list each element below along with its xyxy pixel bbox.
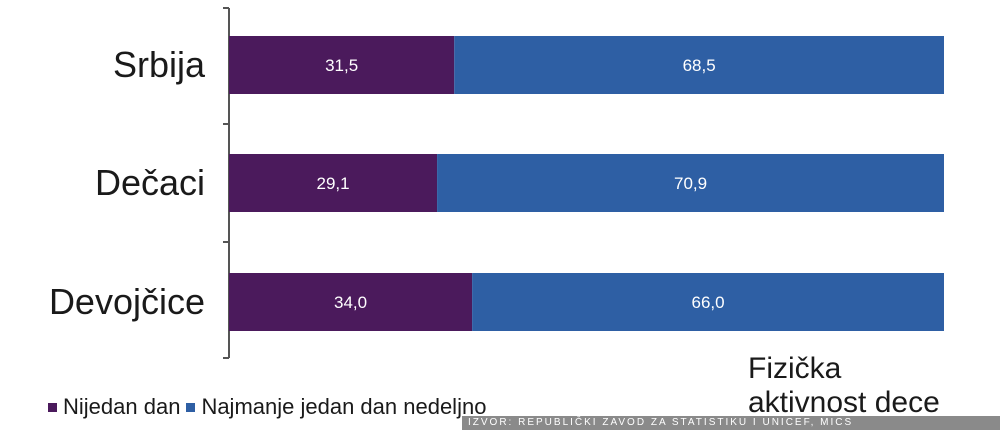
bar-segment xyxy=(454,36,944,94)
bar-segment xyxy=(229,273,473,331)
chart-title-line-2: aktivnost dece xyxy=(748,386,940,419)
category-label: Devojčice xyxy=(49,281,205,322)
category-labels: Srbija Dečaci Devojčice xyxy=(49,44,206,322)
bar-segment xyxy=(229,154,438,212)
legend-item-nijedan-dan: Nijedan dan xyxy=(48,394,180,420)
value-label: 68,5 xyxy=(683,56,716,75)
value-label: 31,5 xyxy=(325,56,358,75)
legend: Nijedan dan Najmanje jedan dan nedeljno xyxy=(48,394,486,420)
legend-swatch-nijedan-dan xyxy=(48,402,57,412)
value-label: 29,1 xyxy=(316,174,349,193)
legend-swatch-najmanje-jedan-dan xyxy=(186,402,196,412)
bar-segment xyxy=(229,36,455,94)
chart-title-line-1: Fizička xyxy=(748,352,842,385)
bar-segment xyxy=(437,154,944,212)
chart-title: Fizička aktivnost dece xyxy=(748,352,998,420)
legend-label-nijedan-dan: Nijedan dan xyxy=(63,394,181,419)
value-label: 66,0 xyxy=(692,293,725,312)
source-text: IZVOR: REPUBLIČKI ZAVOD ZA STATISTIKU I … xyxy=(468,417,854,428)
legend-label-najmanje-jedan-dan: Najmanje jedan dan nedeljno xyxy=(201,394,487,419)
value-labels: 31,5 68,5 29,1 70,9 34,0 66,0 xyxy=(316,56,724,312)
category-label: Dečaci xyxy=(95,162,205,203)
bar-segment xyxy=(472,273,944,331)
value-label: 70,9 xyxy=(674,174,707,193)
legend-item-najmanje-jedan-dan: Najmanje jedan dan nedeljno xyxy=(186,394,486,420)
category-label: Srbija xyxy=(113,44,206,85)
bars-group xyxy=(229,36,944,331)
value-label: 34,0 xyxy=(334,293,367,312)
y-axis-ticks xyxy=(223,7,229,359)
source-strip: IZVOR: REPUBLIČKI ZAVOD ZA STATISTIKU I … xyxy=(462,416,1000,430)
